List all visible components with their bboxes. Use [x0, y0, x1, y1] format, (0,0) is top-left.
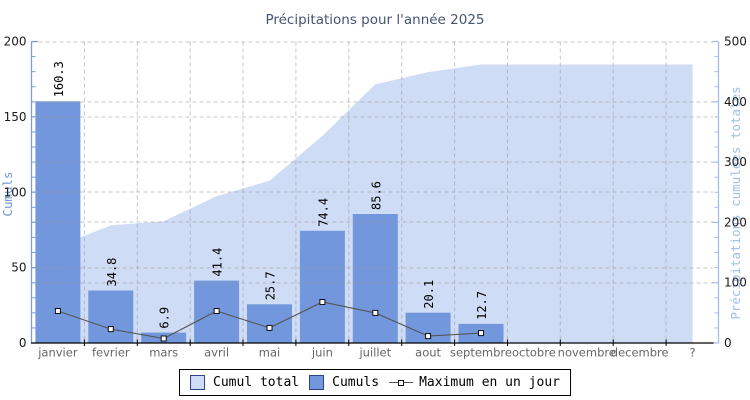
- bar-value-label: 20.1: [422, 280, 436, 309]
- maximum-marker: [319, 299, 326, 305]
- left-axis-tick-label: 150: [4, 110, 27, 124]
- left-axis-tick-label: 200: [4, 35, 27, 49]
- month-label: ?: [690, 346, 696, 360]
- legend: Cumul total Cumuls Maximum en un jour: [179, 369, 571, 396]
- month-label: avril: [204, 346, 229, 360]
- bar-value-label: 160.3: [52, 61, 66, 97]
- legend-item-maximum: Maximum en un jour: [389, 375, 560, 390]
- cumuls-bar: [247, 304, 292, 343]
- right-axis-tick-label: 500: [724, 35, 747, 49]
- bar-value-label: 74.4: [316, 198, 330, 227]
- cumuls-bar: [299, 230, 345, 343]
- bar-value-label: 34.8: [105, 258, 119, 287]
- bar-value-label: 41.4: [211, 248, 225, 277]
- maximum-marker: [54, 308, 61, 314]
- maximum-marker: [160, 335, 167, 342]
- month-label: septembre: [450, 346, 512, 360]
- cumuls-bar: [35, 101, 81, 343]
- legend-label: Cumul total: [213, 375, 300, 390]
- cumul-total-area: [57, 64, 693, 343]
- cumuls-bar: [352, 214, 398, 343]
- right-axis-tick-label: 400: [724, 95, 747, 109]
- month-label: mars: [149, 346, 178, 360]
- month-label: juin: [311, 346, 333, 360]
- maximum-marker: [213, 308, 220, 314]
- left-axis-tick-label: 50: [11, 261, 26, 275]
- left-axis-tick-label: 100: [4, 185, 27, 199]
- maximum-marker: [425, 333, 432, 340]
- month-label: decembre: [611, 346, 669, 360]
- left-axis-tick-label: 0: [19, 336, 27, 350]
- legend-item-cumuls: Cumuls: [309, 375, 379, 390]
- legend-item-cumul-total: Cumul total: [190, 375, 299, 390]
- cumuls-bar: [88, 290, 134, 343]
- bar-value-label: 6.9: [158, 307, 172, 329]
- month-label: mai: [259, 346, 280, 360]
- month-label: juillet: [358, 346, 391, 360]
- month-label: octobre: [512, 346, 556, 360]
- maximum-marker: [372, 309, 379, 316]
- maximum-marker: [107, 326, 114, 333]
- chart-title: Précipitations pour l'année 2025: [265, 12, 485, 28]
- right-axis-tick-label: 300: [724, 155, 747, 169]
- right-axis-tick-label: 100: [724, 276, 747, 290]
- month-label: janvier: [37, 346, 78, 360]
- bar-value-label: 12.7: [475, 291, 489, 320]
- bar-swatch-icon: [309, 375, 325, 390]
- month-label: aout: [415, 346, 441, 360]
- right-axis-tick-label: 200: [724, 215, 747, 229]
- bar-value-label: 85.6: [369, 181, 383, 210]
- legend-label: Maximum en un jour: [419, 375, 560, 390]
- area-swatch-icon: [190, 375, 206, 390]
- maximum-marker: [478, 330, 484, 337]
- legend-label: Cumuls: [332, 375, 380, 390]
- month-label: novembre: [558, 346, 616, 360]
- month-label: fevrier: [92, 346, 130, 360]
- bar-value-label: 25.7: [264, 271, 278, 300]
- maximum-marker: [266, 324, 273, 331]
- line-marker-icon: [389, 378, 414, 387]
- right-axis-tick-label: 0: [724, 336, 732, 350]
